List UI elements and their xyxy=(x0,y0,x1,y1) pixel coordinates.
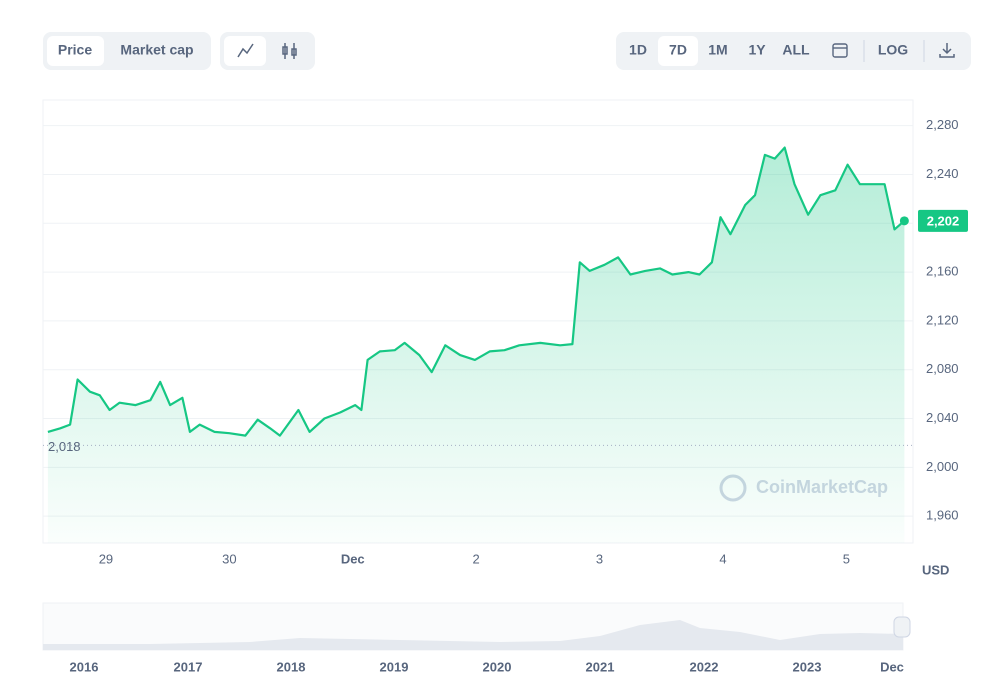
active-tab xyxy=(47,36,104,66)
y-unit: USD xyxy=(922,562,949,577)
tab-price[interactable]: Price xyxy=(58,42,92,58)
navigator-label: 2022 xyxy=(690,659,719,674)
navigator-area xyxy=(43,620,903,650)
x-tick-label: 2 xyxy=(473,551,480,566)
navigator-label: 2019 xyxy=(380,659,409,674)
download-icon[interactable] xyxy=(939,43,955,58)
range-button[interactable]: ALL xyxy=(782,42,810,58)
log-button[interactable]: LOG xyxy=(878,42,908,58)
candle-icon[interactable] xyxy=(282,43,297,59)
reference-label: 2,018 xyxy=(48,439,81,454)
y-tick-label: 2,000 xyxy=(926,459,959,474)
navigator-label: 2023 xyxy=(793,659,822,674)
x-tick-label: 3 xyxy=(596,551,603,566)
navigator-label: 2018 xyxy=(277,659,306,674)
range-toolbar xyxy=(616,32,971,70)
navigator-label: 2016 xyxy=(70,659,99,674)
range-button[interactable]: 1D xyxy=(629,42,647,58)
y-tick-label: 2,080 xyxy=(926,361,959,376)
navigator-label: 2021 xyxy=(586,659,615,674)
y-tick-label: 2,160 xyxy=(926,264,959,279)
y-tick-label: 1,960 xyxy=(926,508,959,523)
x-tick-label: 4 xyxy=(719,551,726,566)
navigator-handle[interactable] xyxy=(893,616,911,638)
current-price-tag xyxy=(918,209,968,232)
y-tick-label: 2,120 xyxy=(926,312,959,327)
range-button[interactable]: 1M xyxy=(708,42,727,58)
navigator-labels: 2016 2017 2018 2019 2020 2021 2022 2023 Dec xyxy=(70,659,904,674)
calendar-icon[interactable] xyxy=(832,43,848,58)
x-tick-label: 29 xyxy=(99,551,113,566)
navigator-label: 2017 xyxy=(174,659,203,674)
y-tick-label: 2,040 xyxy=(926,410,959,425)
plot: 2,018 2,202 xyxy=(43,146,968,543)
price-area xyxy=(47,147,905,543)
active-range xyxy=(658,36,698,66)
last-point xyxy=(899,216,909,226)
range-button[interactable]: 7D xyxy=(669,42,687,58)
x-tick-label: 30 xyxy=(222,551,236,566)
range-button[interactable]: 1Y xyxy=(748,42,766,58)
current-price-label: 2,202 xyxy=(927,213,960,228)
y-tick-label: 2,280 xyxy=(926,117,959,132)
navigator-label: 2020 xyxy=(483,659,512,674)
line-icon xyxy=(237,43,254,58)
price-line xyxy=(47,146,906,437)
x-tick-label: Dec xyxy=(341,551,365,566)
tab-market-cap[interactable]: Market cap xyxy=(120,42,193,58)
x-tick-label: 5 xyxy=(843,551,850,566)
navigator-label: Dec xyxy=(880,659,904,674)
y-tick-label: 2,240 xyxy=(926,166,959,181)
